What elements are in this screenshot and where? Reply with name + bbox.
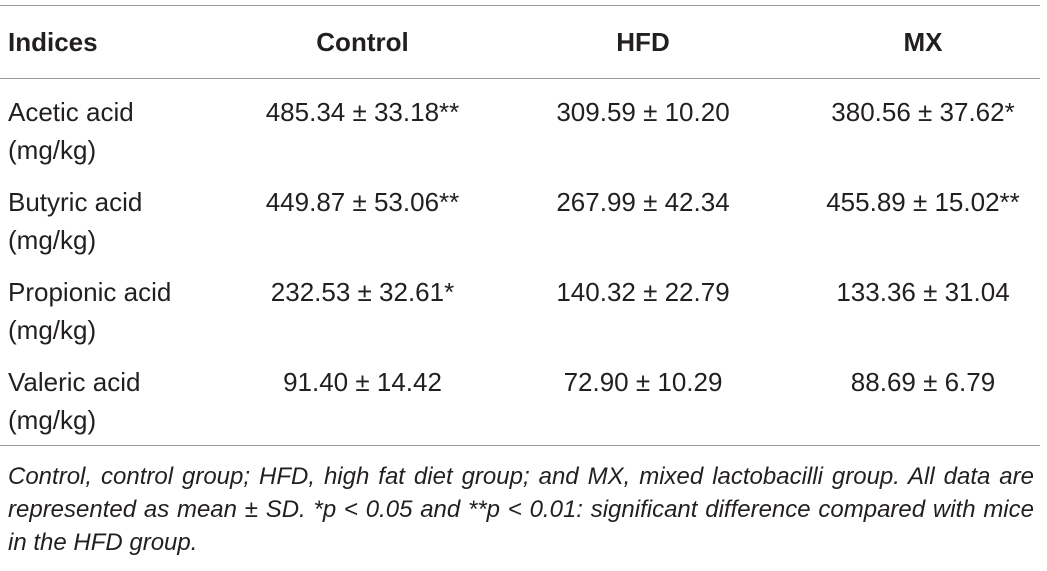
value-cell: 133.36 ± 31.04 <box>836 277 1010 307</box>
table-row: Butyric acid (mg/kg) 449.87 ± 53.06** 267.… <box>0 169 1040 259</box>
header-cell: HFD <box>480 5 806 79</box>
value-cell: 485.34 ± 33.18** <box>265 97 460 127</box>
header-cell: Indices <box>0 5 245 79</box>
value-cell: 232.53 ± 32.61* <box>270 277 455 307</box>
table-body: Acetic acid (mg/kg) 485.34 ± 33.18** 309.5… <box>0 79 1040 446</box>
value-cell: 449.87 ± 53.06** <box>265 187 460 217</box>
header-cell: Control <box>245 5 480 79</box>
table-row: Propionic acid (mg/kg) 232.53 ± 32.61* 140… <box>0 259 1040 349</box>
table-row: Acetic acid (mg/kg) 485.34 ± 33.18** 309.5… <box>0 79 1040 170</box>
header-cell: MX <box>806 5 1040 79</box>
footnote: Control, control group; HFD, high fat di… <box>8 463 1034 556</box>
value-cell: 380.56 ± 37.62* <box>831 97 1015 127</box>
row-label: Acetic acid (mg/kg) <box>8 97 134 165</box>
value-cell: 267.99 ± 42.34 <box>556 187 730 217</box>
data-table: Indices Control HFD MX Acetic acid (mg/kg) 4… <box>0 5 1040 446</box>
value-cell: 91.40 ± 14.42 <box>245 349 480 446</box>
value-cell: 140.32 ± 22.79 <box>556 277 730 307</box>
row-label: Propionic acid (mg/kg) <box>8 277 172 345</box>
header-row: Indices Control HFD MX <box>0 5 1040 79</box>
row-label: Butyric acid (mg/kg) <box>8 187 143 255</box>
value-cell: 309.59 ± 10.20 <box>556 97 730 127</box>
value-cell: 72.90 ± 10.29 <box>480 349 806 446</box>
value-cell: 455.89 ± 15.02** <box>826 187 1020 217</box>
value-cell: 88.69 ± 6.79 <box>806 349 1040 446</box>
table-row: Valeric acid (mg/kg) 91.40 ± 14.42 72.90 ±… <box>0 349 1040 446</box>
row-label: Valeric acid (mg/kg) <box>0 349 245 446</box>
